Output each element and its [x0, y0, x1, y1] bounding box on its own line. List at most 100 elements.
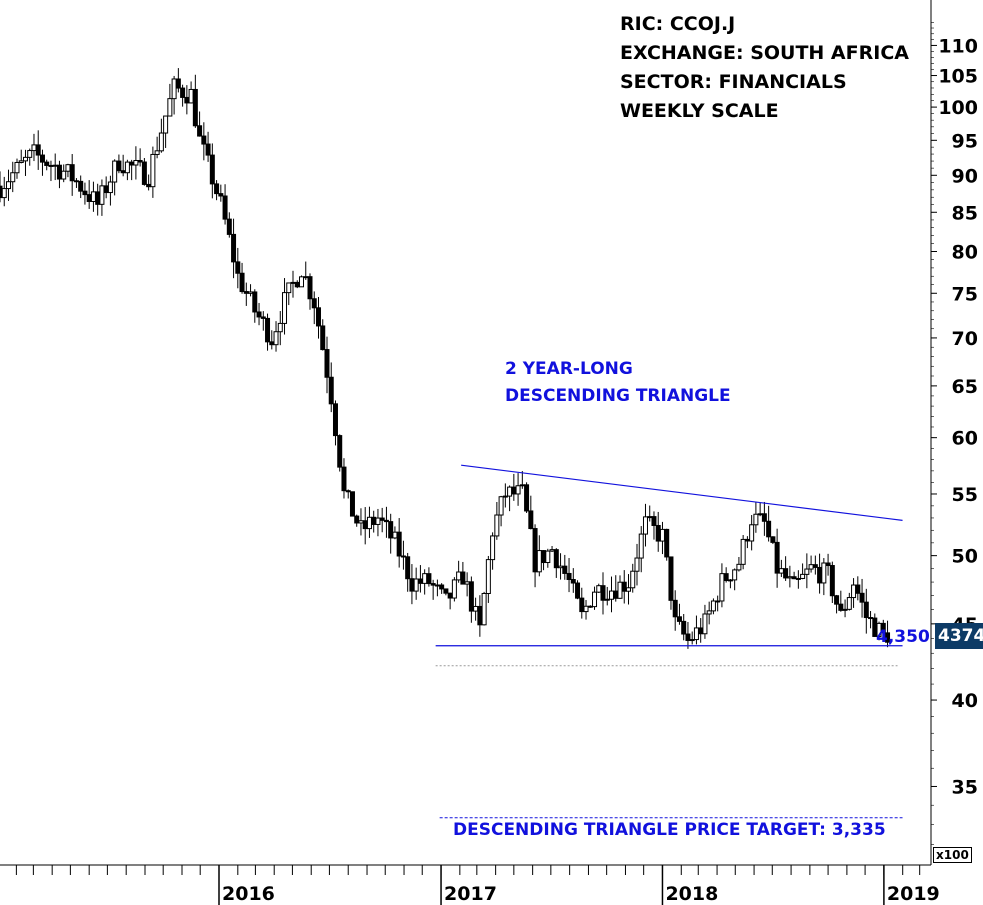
price-tick-label: 95	[952, 130, 978, 152]
candle-body	[702, 613, 708, 635]
candle-body	[44, 161, 50, 166]
candle-body	[732, 569, 738, 581]
candle-body	[566, 572, 572, 581]
price-tick-label: 70	[952, 328, 978, 350]
candle-body	[757, 513, 763, 516]
candle-body	[137, 160, 143, 163]
candle-body	[235, 261, 241, 274]
candle-body	[804, 568, 810, 575]
candle-body	[99, 185, 105, 205]
candle-body	[307, 276, 313, 300]
candle-body	[277, 322, 283, 333]
candle-body	[464, 581, 470, 585]
candle-body	[328, 376, 334, 405]
pattern-label-line-1: 2 YEAR-LONG	[505, 359, 633, 379]
candle-body	[604, 598, 610, 601]
candle-body	[681, 620, 687, 635]
candle-body	[749, 524, 755, 542]
candle-body	[774, 541, 780, 574]
candle-body	[829, 565, 835, 597]
candle-body	[625, 587, 631, 592]
candle-body	[188, 88, 194, 104]
candle-body	[579, 597, 585, 613]
price-tick-label: 55	[952, 484, 978, 506]
exchange-label: EXCHANGE: SOUTH AFRICA	[620, 42, 909, 64]
candle-body	[698, 627, 704, 635]
candle-body	[443, 588, 449, 594]
pattern-annotation: 2 YEAR-LONG DESCENDING TRIANGLE	[505, 356, 731, 410]
price-tick-label: 110	[938, 35, 978, 57]
candle-body	[192, 88, 198, 127]
candle-body	[659, 528, 665, 542]
candle-body	[273, 331, 279, 346]
candle-body	[311, 298, 317, 309]
candle-body	[163, 115, 169, 134]
candle-body	[689, 639, 695, 642]
candle-body	[256, 311, 262, 318]
candle-body	[265, 317, 271, 343]
candle-body	[795, 577, 801, 580]
candle-body	[103, 185, 109, 194]
candle-body	[78, 180, 84, 192]
candle-body	[825, 562, 831, 567]
price-tick-label: 35	[952, 776, 978, 798]
candle-body	[231, 233, 237, 263]
candle-body	[676, 616, 682, 622]
candle-body	[107, 181, 113, 194]
candle-body	[90, 191, 96, 202]
candle-body	[672, 599, 678, 618]
candle-body	[736, 563, 742, 571]
candle-body	[0, 185, 3, 199]
candle-body	[638, 533, 644, 559]
candle-body	[260, 316, 266, 319]
candle-body	[468, 581, 474, 612]
candle-body	[56, 164, 62, 180]
candle-body	[693, 627, 699, 641]
candle-body	[388, 521, 394, 539]
candle-body	[405, 556, 411, 580]
candle-body	[5, 181, 11, 190]
candle-body	[744, 538, 750, 542]
candlestick-series	[0, 68, 891, 649]
candle-body	[396, 531, 402, 557]
candle-body	[710, 600, 716, 612]
candle-body	[86, 194, 92, 202]
candle-body	[124, 161, 130, 174]
candle-body	[65, 164, 71, 172]
candle-body	[299, 276, 305, 288]
candle-body	[82, 190, 88, 196]
candle-body	[332, 403, 338, 437]
candle-body	[39, 154, 45, 163]
candle-body	[417, 578, 423, 584]
candle-body	[248, 291, 254, 294]
candle-body	[375, 517, 381, 525]
candle-body	[685, 633, 691, 641]
candle-body	[592, 591, 598, 608]
candle-body	[171, 78, 177, 100]
candle-body	[545, 550, 551, 564]
sector-label: SECTOR: FINANCIALS	[620, 71, 847, 93]
candle-body	[282, 292, 288, 324]
candle-body	[651, 516, 657, 526]
price-tick-label: 60	[952, 428, 978, 450]
price-axis: 35404550556065707580859095100105110	[930, 0, 978, 865]
candle-body	[18, 160, 24, 163]
year-tick-label: 2018	[665, 883, 718, 905]
candle-body	[422, 573, 428, 584]
candle-body	[664, 528, 670, 558]
candle-body	[413, 578, 419, 592]
candle-body	[519, 484, 525, 487]
candle-body	[630, 570, 636, 589]
candle-body	[490, 535, 496, 561]
candle-body	[502, 495, 508, 498]
candle-body	[770, 536, 776, 543]
candle-body	[647, 516, 653, 519]
candle-body	[10, 172, 16, 183]
price-tick-label: 85	[952, 202, 978, 224]
candle-body	[596, 585, 602, 593]
year-tick-label: 2019	[887, 883, 940, 905]
candle-body	[855, 584, 861, 594]
year-tick-label: 2016	[222, 883, 275, 905]
candle-body	[218, 193, 224, 197]
candle-body	[31, 144, 37, 152]
